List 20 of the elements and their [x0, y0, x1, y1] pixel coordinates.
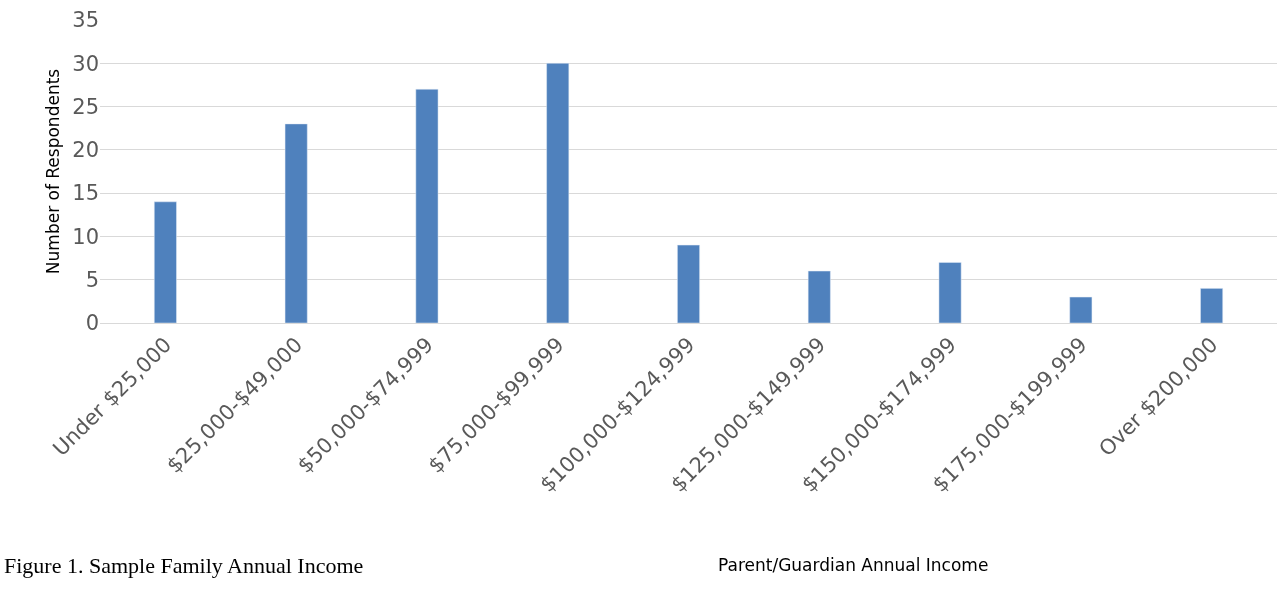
y-tick-label: 35 [72, 8, 99, 33]
caption: Figure 1. Sample Family Annual Income [4, 553, 364, 578]
bar [1069, 296, 1093, 323]
y-tick-label: 20 [72, 138, 99, 163]
bar [677, 244, 700, 323]
bar [154, 201, 177, 323]
x-axis-title: Parent/Guardian Annual Income [718, 555, 989, 575]
bar [284, 123, 308, 323]
bar [807, 270, 831, 323]
y-tick-label: 0 [85, 311, 99, 336]
y-tick-label: 25 [72, 94, 99, 119]
bar [1200, 288, 1223, 323]
bar [938, 262, 962, 323]
y-axis-title: Number of Respondents [42, 68, 63, 275]
y-tick-label: 10 [72, 224, 99, 249]
bar [546, 63, 570, 323]
bar [415, 89, 439, 323]
y-tick-label: 30 [72, 51, 99, 76]
y-tick-label: 5 [85, 268, 99, 293]
y-tick-label: 15 [72, 181, 99, 206]
